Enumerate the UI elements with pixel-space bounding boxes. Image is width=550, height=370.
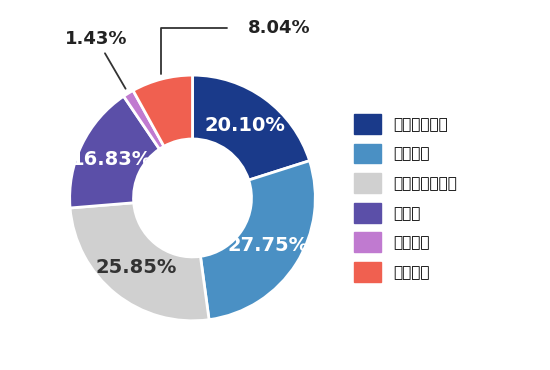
Wedge shape <box>133 75 192 147</box>
Text: 16.83%: 16.83% <box>71 150 152 169</box>
Legend: 個人・その他, 金融機関, その他国内法人, 外国人, 証券会社, 自己株式: 個人・その他, 金融機関, その他国内法人, 外国人, 証券会社, 自己株式 <box>354 114 457 282</box>
Text: 8.04%: 8.04% <box>248 20 310 37</box>
Text: 25.85%: 25.85% <box>96 258 177 278</box>
Wedge shape <box>70 96 160 208</box>
Text: 20.10%: 20.10% <box>205 116 286 135</box>
Wedge shape <box>200 161 315 320</box>
Wedge shape <box>70 203 209 321</box>
Wedge shape <box>124 90 164 149</box>
Text: 27.75%: 27.75% <box>228 236 309 255</box>
Text: 1.43%: 1.43% <box>65 30 128 89</box>
Wedge shape <box>192 75 310 180</box>
